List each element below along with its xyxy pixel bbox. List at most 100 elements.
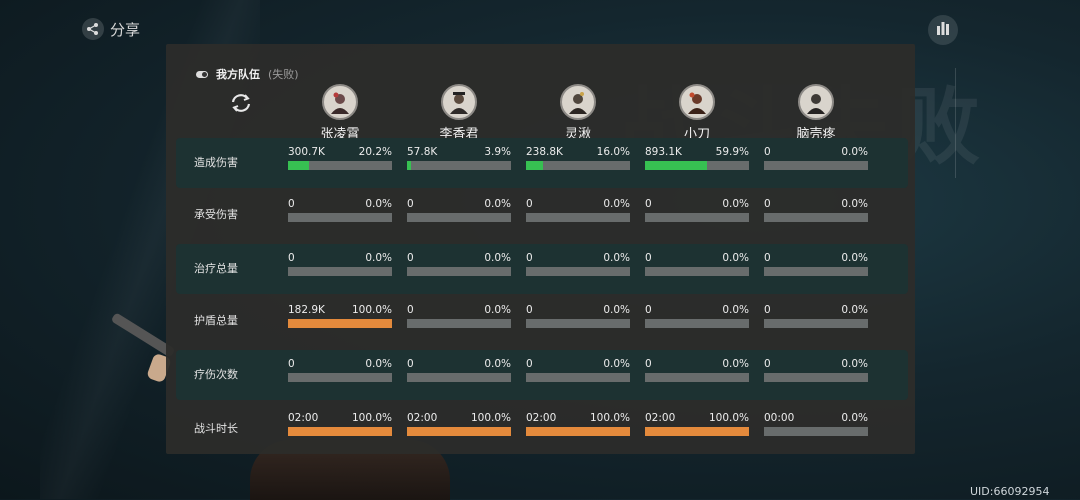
stat-bar [526, 319, 630, 328]
stat-value: 893.1K [645, 146, 682, 158]
stat-value: 300.7K [288, 146, 325, 158]
stat-cell: 0 0.0% [407, 251, 511, 276]
stat-value: 0 [645, 304, 652, 316]
stat-value: 0 [764, 358, 771, 370]
stat-cell: 0 0.0% [645, 303, 749, 328]
stat-cell: 0 0.0% [645, 197, 749, 222]
stat-percent: 0.0% [841, 358, 868, 370]
stat-bar-fill [645, 161, 708, 170]
user-id: UID:66092954 [970, 485, 1050, 498]
character-4[interactable]: 小刀 [645, 84, 749, 142]
stat-percent: 0.0% [484, 358, 511, 370]
stat-cell: 0 0.0% [526, 303, 630, 328]
stat-cell: 02:00 100.0% [526, 411, 630, 436]
stat-bar-fill [645, 427, 749, 436]
stat-row: 疗伤次数 0 0.0% 0 0.0% 0 0.0% 0 0.0% 0 0.0% [176, 350, 908, 400]
team-header: 我方队伍 (失败) [196, 66, 299, 82]
character-avatar [441, 84, 477, 120]
stat-value: 0 [288, 252, 295, 264]
stat-bar [645, 267, 749, 276]
stat-label: 战斗时长 [194, 422, 238, 435]
stat-bar [407, 319, 511, 328]
stat-bar [526, 161, 630, 170]
character-avatar [322, 84, 358, 120]
stat-value: 0 [645, 358, 652, 370]
stat-value: 0 [288, 358, 295, 370]
stat-bar [526, 213, 630, 222]
stat-bar [764, 373, 868, 382]
stat-cell: 0 0.0% [526, 197, 630, 222]
stat-value: 0 [764, 146, 771, 158]
character-avatar [560, 84, 596, 120]
stat-value: 0 [407, 252, 414, 264]
bar-chart-icon [935, 20, 951, 40]
stat-cell: 182.9K 100.0% [288, 303, 392, 328]
share-icon [82, 18, 104, 40]
stat-bar [764, 319, 868, 328]
stat-bar [407, 427, 511, 436]
switch-button[interactable] [228, 90, 254, 116]
stat-cell: 0 0.0% [526, 357, 630, 382]
stat-value: 0 [407, 198, 414, 210]
stat-percent: 100.0% [589, 412, 630, 424]
stat-value: 0 [645, 252, 652, 264]
stat-label: 造成伤害 [194, 156, 238, 169]
stat-bar-fill [526, 161, 543, 170]
character-2[interactable]: 李香君 [407, 84, 511, 142]
stat-percent: 0.0% [365, 358, 392, 370]
stat-row: 治疗总量 0 0.0% 0 0.0% 0 0.0% 0 0.0% 0 0.0% [176, 244, 908, 294]
stat-percent: 0.0% [603, 252, 630, 264]
stat-cell: 238.8K 16.0% [526, 145, 630, 170]
statistics-button[interactable] [928, 15, 958, 45]
character-3[interactable]: 灵湫 [526, 84, 630, 142]
stat-percent: 0.0% [365, 198, 392, 210]
stat-percent: 16.0% [596, 146, 630, 158]
stat-percent: 100.0% [351, 412, 392, 424]
stat-value: 0 [764, 252, 771, 264]
stat-percent: 0.0% [365, 252, 392, 264]
stat-cell: 0 0.0% [407, 303, 511, 328]
stat-bar-fill [526, 427, 630, 436]
stat-percent: 100.0% [351, 304, 392, 316]
team-toggle-icon[interactable] [196, 70, 208, 78]
stat-bar [288, 427, 392, 436]
stat-label: 疗伤次数 [194, 368, 238, 381]
stat-value: 0 [526, 252, 533, 264]
stat-bar [526, 427, 630, 436]
stat-percent: 0.0% [841, 146, 868, 158]
stat-bar [288, 319, 392, 328]
stat-cell: 02:00 100.0% [645, 411, 749, 436]
character-1[interactable]: 张凌霄 [288, 84, 392, 142]
stat-cell: 0 0.0% [764, 145, 868, 170]
stat-value: 0 [526, 198, 533, 210]
character-5[interactable]: 脑壳疼 [764, 84, 868, 142]
stat-percent: 59.9% [715, 146, 749, 158]
stat-bar [764, 213, 868, 222]
stat-cell: 0 0.0% [288, 357, 392, 382]
stat-value: 0 [288, 198, 295, 210]
stat-cell: 0 0.0% [764, 197, 868, 222]
stat-bar [407, 267, 511, 276]
stat-percent: 0.0% [484, 252, 511, 264]
share-button[interactable]: 分享 [82, 18, 140, 40]
character-avatar [679, 84, 715, 120]
stat-bar [407, 373, 511, 382]
stat-cell: 0 0.0% [407, 357, 511, 382]
stat-cell: 0 0.0% [288, 197, 392, 222]
stat-bar [288, 267, 392, 276]
stat-value: 02:00 [645, 412, 676, 424]
stat-value: 00:00 [764, 412, 795, 424]
stat-percent: 3.9% [484, 146, 511, 158]
stat-value: 182.9K [288, 304, 325, 316]
stat-value: 238.8K [526, 146, 563, 158]
stat-bar [645, 319, 749, 328]
stat-cell: 0 0.0% [645, 251, 749, 276]
stat-percent: 0.0% [722, 252, 749, 264]
stat-percent: 0.0% [603, 358, 630, 370]
stat-cell: 00:00 0.0% [764, 411, 868, 436]
stat-bar [764, 267, 868, 276]
stat-bar-fill [288, 319, 392, 328]
stat-bar [645, 427, 749, 436]
stat-value: 0 [764, 304, 771, 316]
stat-cell: 300.7K 20.2% [288, 145, 392, 170]
